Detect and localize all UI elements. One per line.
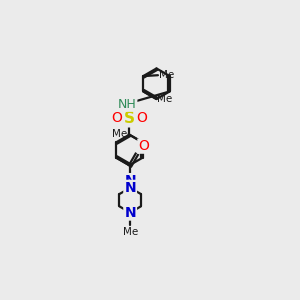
- Text: Me: Me: [157, 94, 172, 104]
- Text: Me: Me: [159, 70, 174, 80]
- Text: N: N: [124, 206, 136, 220]
- Text: Me: Me: [122, 227, 138, 237]
- Text: S: S: [124, 111, 135, 126]
- Text: N: N: [124, 181, 136, 195]
- Text: N: N: [124, 174, 136, 188]
- Text: NH: NH: [118, 98, 136, 111]
- Text: Me: Me: [112, 129, 127, 139]
- Text: O: O: [136, 112, 147, 125]
- Text: O: O: [112, 112, 122, 125]
- Text: O: O: [138, 139, 149, 153]
